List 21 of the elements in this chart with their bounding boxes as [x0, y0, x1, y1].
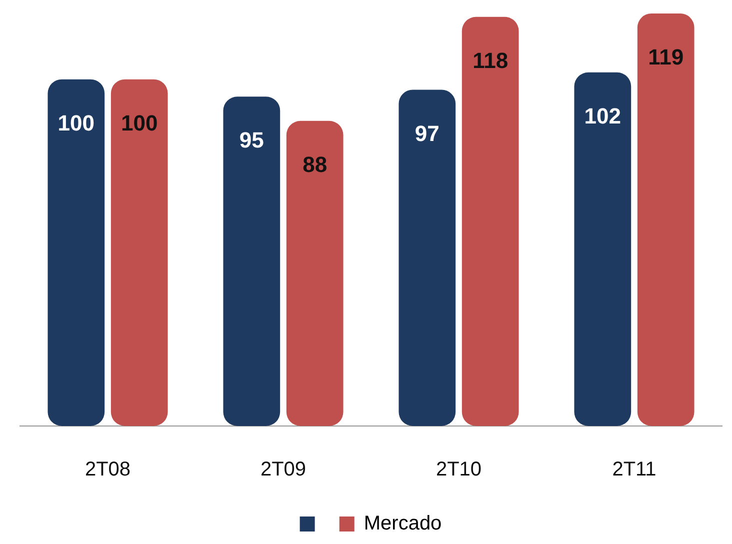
bar [462, 16, 519, 426]
bar [48, 79, 105, 426]
data-label: 102 [584, 103, 622, 128]
bar [398, 90, 456, 426]
data-label: 88 [302, 152, 328, 177]
x-tick-label: 2T10 [436, 458, 482, 481]
data-label: 95 [239, 128, 264, 153]
bar [637, 13, 694, 426]
bar [286, 120, 344, 426]
data-label: 97 [414, 120, 440, 146]
data-label: 118 [472, 48, 508, 73]
x-tick-label: 2T08 [84, 458, 131, 481]
data-label: 100 [120, 110, 158, 136]
x-tick-label: 2T09 [260, 458, 306, 481]
bar [574, 72, 632, 426]
data-label: 100 [58, 110, 95, 136]
legend-label: Mercado [364, 512, 442, 535]
bar [110, 79, 168, 426]
x-tick-label: 2T11 [612, 458, 656, 481]
bar [223, 96, 280, 426]
data-label: 119 [648, 44, 684, 70]
